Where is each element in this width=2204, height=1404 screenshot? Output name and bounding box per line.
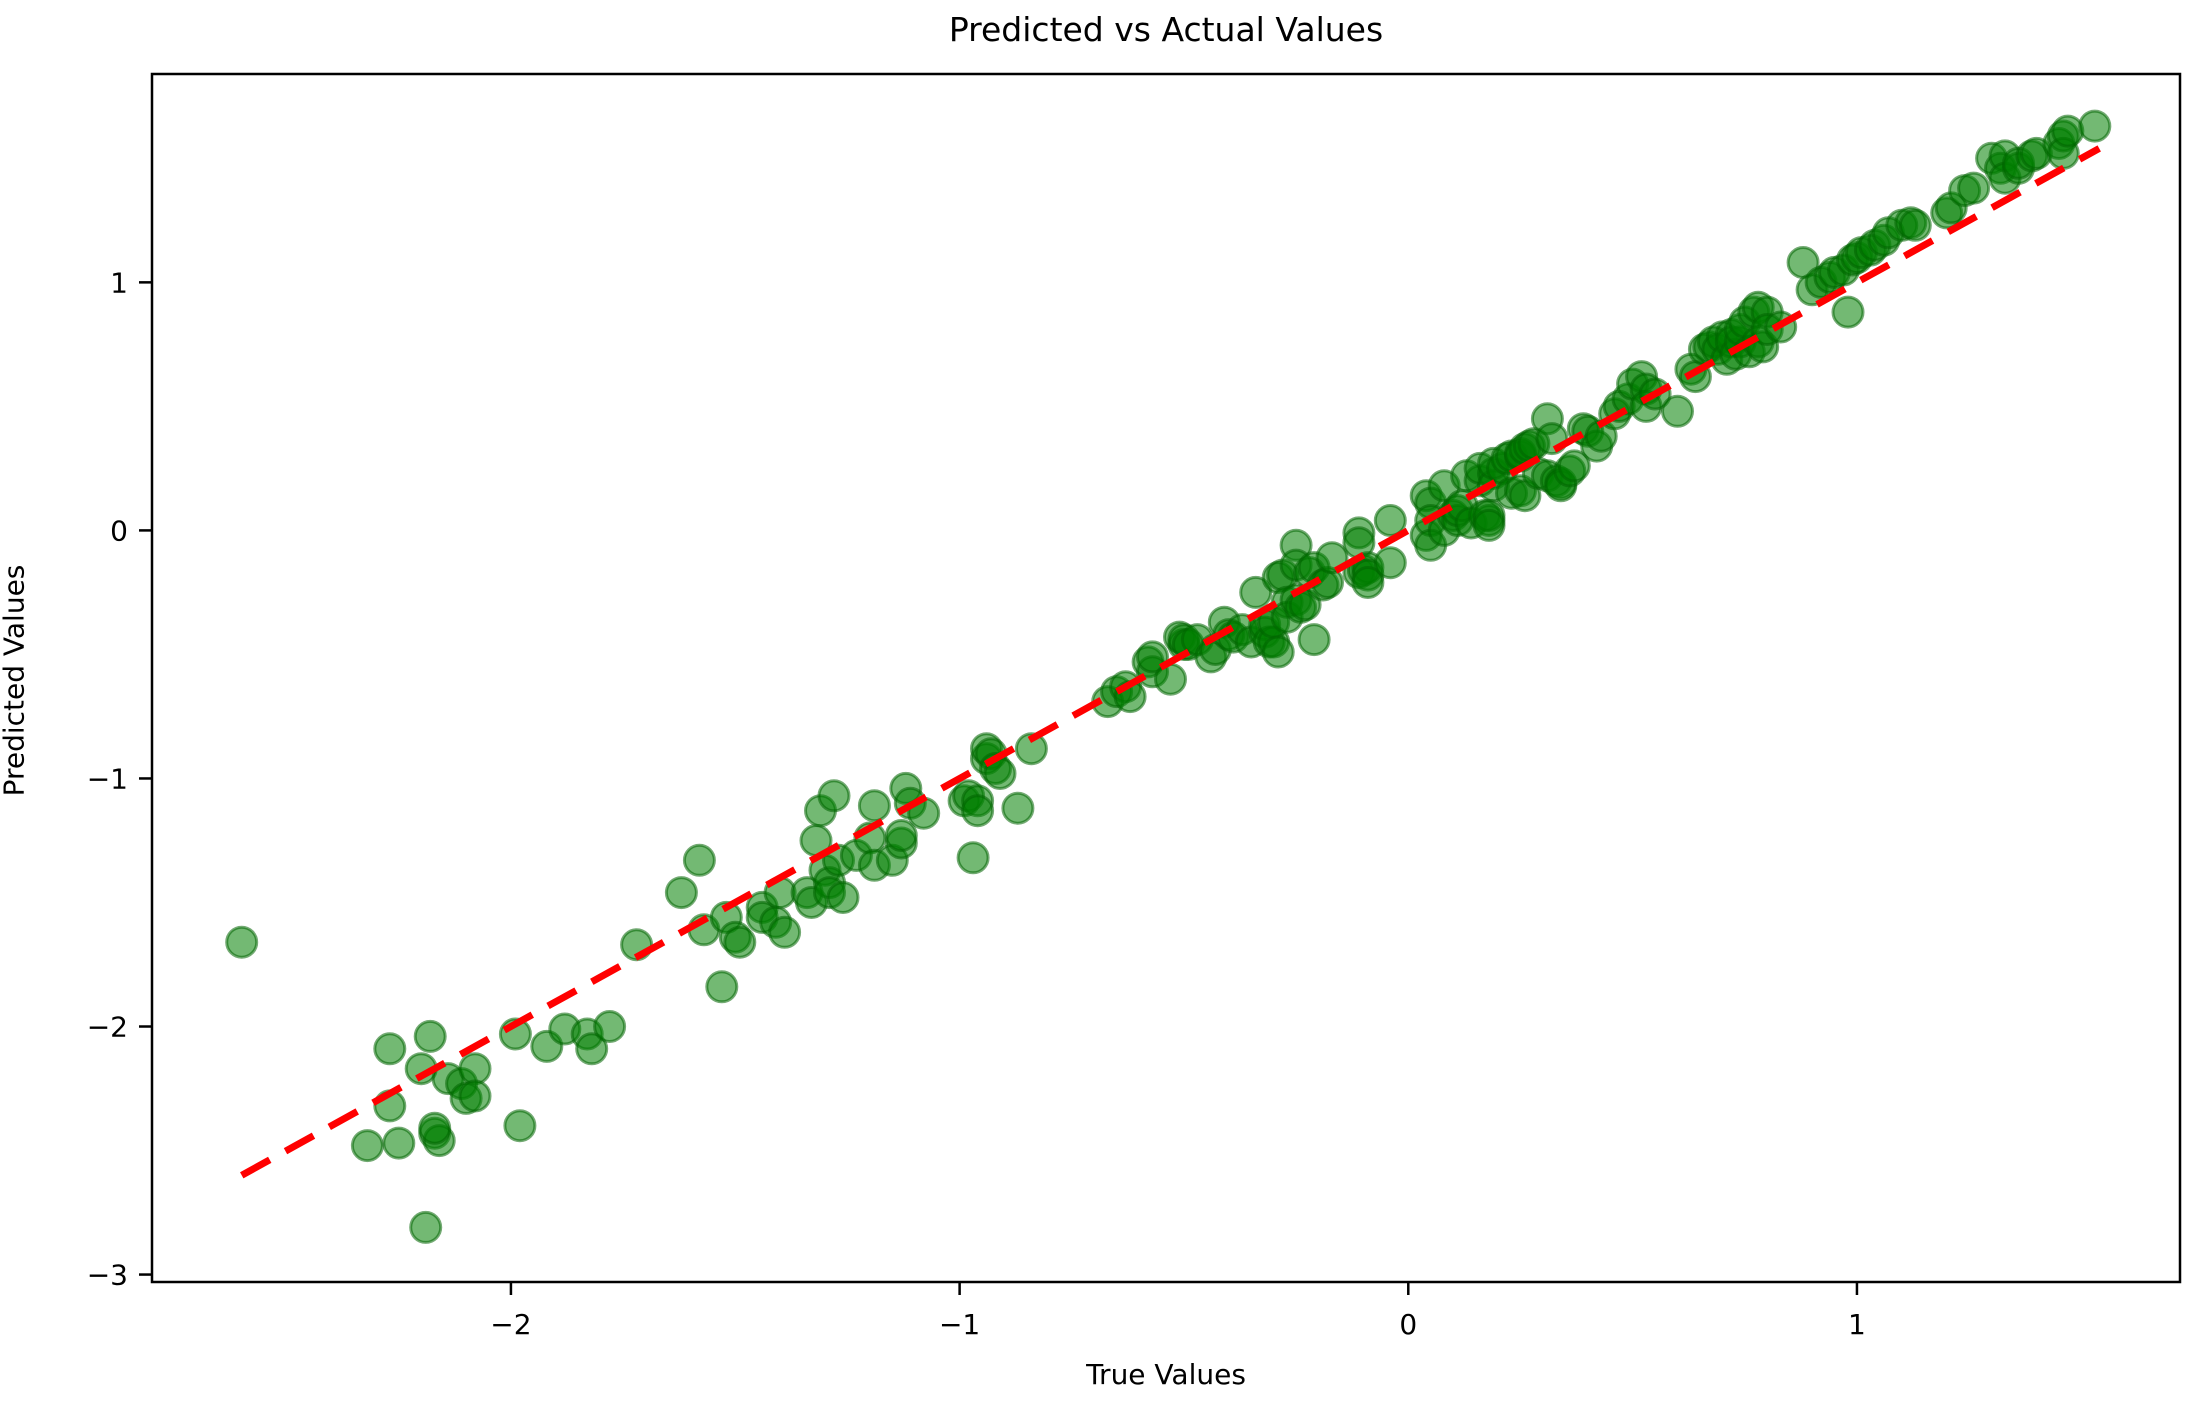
scatter-point [2078,109,2112,143]
y-tick-label: −1 [87,762,128,795]
scatter-point [418,1111,452,1145]
x-tick-label: 0 [1399,1308,1417,1341]
scatter-point [682,843,716,877]
scatter-point [1661,394,1694,428]
x-axis-label: True Values [1086,1358,1246,1391]
scatter-point [1957,171,1991,205]
scatter-point [705,970,739,1004]
scatter-point [413,1019,447,1053]
scatter-point [768,915,802,949]
y-axis-label: Predicted Values [0,564,31,797]
scatter-point [961,794,995,828]
scatter-point [593,1010,627,1043]
y-tick-label: 0 [110,514,128,547]
scatter-point [503,1109,537,1143]
scatter-point [575,1032,609,1066]
y-tick-label: −3 [87,1259,128,1292]
scatter-point [1351,566,1385,599]
scatter-point [1239,575,1273,609]
scatter-point [1261,635,1295,669]
y-tick-label: 1 [110,266,128,299]
scatter-point [458,1052,492,1086]
x-tick-label: −2 [490,1308,531,1341]
scatter-point [1014,732,1048,766]
scatter-point [1898,208,1932,242]
scatter-point [2051,114,2085,148]
scatter-point [826,881,860,914]
scatter-point [723,925,757,959]
identity-line [240,145,2101,1179]
scatter-point [1557,449,1591,483]
scatter-point [409,1210,443,1244]
chart-title: Predicted vs Actual Values [948,10,1384,49]
scatter-point [1154,662,1187,696]
scatter-point [664,876,698,910]
scatter-point [225,925,259,959]
scatter-point [458,1079,492,1113]
scatter-point [1373,546,1407,580]
scatter-point [350,1129,384,1163]
scatter-point [817,779,851,813]
scatter-point [1472,508,1506,542]
scatter-point [884,819,918,852]
scatter-point [1001,791,1035,825]
plot-border [150,72,2182,1284]
scatter-point [382,1126,416,1160]
scatter-point [956,841,990,875]
x-tick-label: −1 [939,1308,980,1341]
scatter-point [857,789,891,823]
scatter-point [1831,295,1865,329]
scatter-point [1297,623,1331,657]
scatter-point [1373,504,1407,537]
scatter-point [373,1032,407,1066]
y-tick-label: −2 [87,1011,128,1044]
x-tick-label: 1 [1848,1308,1866,1341]
